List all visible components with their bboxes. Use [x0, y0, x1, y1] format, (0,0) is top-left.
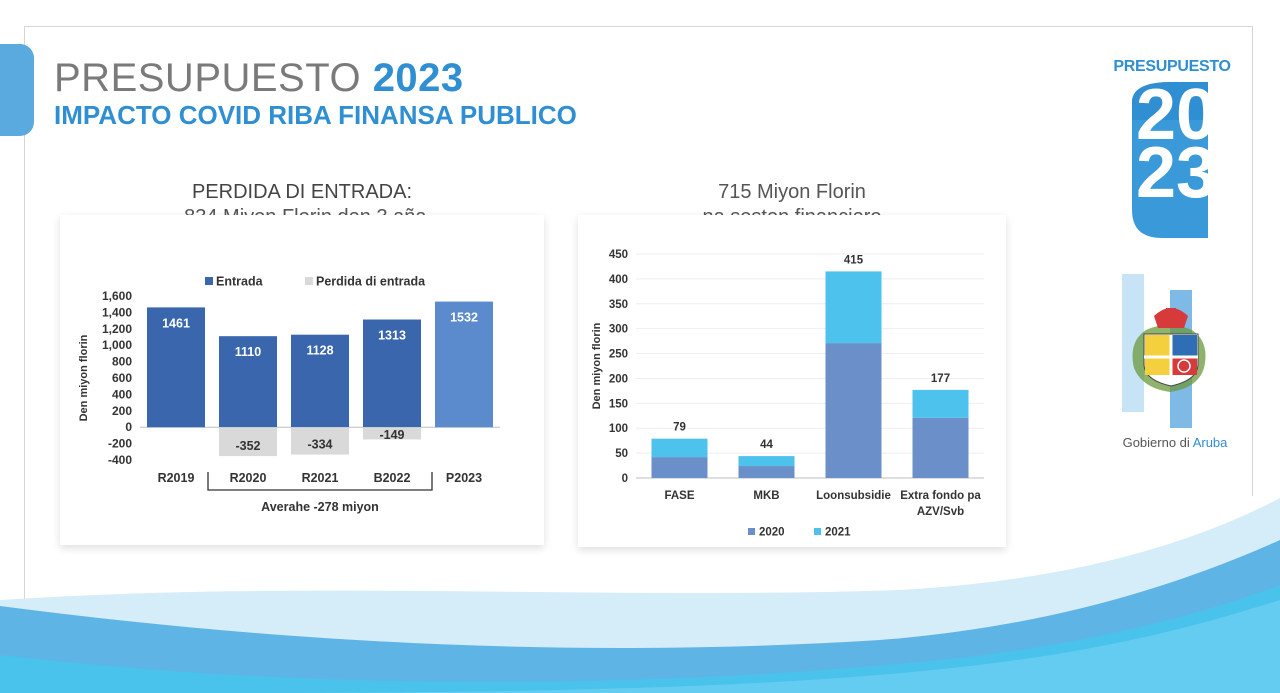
y-tick-label: -200 — [108, 437, 132, 451]
legend-label: Entrada — [216, 275, 264, 289]
y-tick-label: 1,000 — [102, 338, 132, 352]
y-tick-label: 200 — [609, 373, 628, 385]
frame-left-line — [24, 26, 25, 626]
bar-entrada — [147, 307, 205, 428]
y-axis-label: Den miyon florin — [591, 322, 603, 409]
bar-loss — [291, 427, 349, 455]
x-tick-label: R2020 — [230, 471, 267, 485]
y-tick-label: 200 — [112, 404, 132, 418]
bar-2021 — [912, 389, 969, 418]
right-chart-panel — [578, 215, 1006, 547]
legend-label: 2020 — [759, 527, 785, 539]
gov-name: Aruba — [1192, 435, 1228, 450]
side-tab — [0, 44, 34, 136]
bar-value-label: 1461 — [162, 316, 190, 330]
y-tick-label: 1,400 — [102, 305, 132, 319]
bar-entrada — [363, 319, 421, 428]
y-axis-label: Den miyon florin — [78, 334, 90, 421]
logo-word: PRESUPUESTO — [1113, 58, 1231, 75]
legend-label: 2021 — [825, 527, 851, 539]
bar-2020 — [825, 343, 882, 478]
bar-value-label: 1532 — [450, 311, 478, 325]
bar-total-label: 177 — [931, 373, 950, 385]
y-tick-label: 400 — [112, 387, 132, 401]
x-tick-label: AZV/Svb — [917, 506, 964, 518]
right-chart-title-line1: 715 Miyon Florin — [718, 181, 866, 203]
frame-right-line — [1252, 26, 1253, 496]
bar-total-label: 79 — [673, 422, 686, 434]
bar-value-label: 1128 — [306, 344, 333, 358]
y-tick-label: 0 — [622, 473, 628, 485]
y-tick-label: 800 — [112, 355, 132, 369]
logo-digits: 20 23 — [1126, 75, 1226, 213]
x-tick-label: P2023 — [446, 471, 482, 485]
presupuesto-logo: PRESUPUESTO 20 23 — [1108, 58, 1236, 243]
x-tick-label: MKB — [753, 490, 779, 502]
page-subtitle: IMPACTO COVID RIBA FINANSA PUBLICO — [54, 100, 577, 130]
bar-value-label: 1313 — [378, 329, 406, 343]
legend-swatch — [205, 277, 213, 285]
x-tick-label: Loonsubsidie — [816, 490, 891, 502]
y-tick-label: 350 — [609, 299, 628, 311]
bar-loss-label: -149 — [379, 428, 404, 442]
bar-entrada — [219, 336, 277, 428]
y-tick-label: 100 — [609, 423, 628, 435]
x-tick-label: FASE — [664, 490, 694, 502]
legend-swatch — [748, 528, 755, 535]
bar-entrada — [435, 301, 493, 428]
bar-2021 — [738, 456, 795, 467]
left-chart-title-line1: PERDIDA DI ENTRADA: — [191, 181, 413, 203]
gov-prefix: Gobierno di — [1122, 435, 1190, 450]
y-tick-label: 150 — [609, 398, 628, 410]
bar-total-label: 415 — [844, 254, 864, 266]
title-year: 2023 — [372, 56, 464, 100]
bar-entrada — [291, 334, 349, 428]
bracket — [207, 472, 433, 491]
page-title: PRESUPUESTO 2023 — [54, 55, 464, 101]
y-tick-label: -400 — [108, 453, 132, 467]
bar-loss — [219, 427, 277, 457]
x-tick-label: B2022 — [374, 471, 411, 485]
bar-total-label: 44 — [760, 439, 773, 451]
bar-loss-label: -352 — [235, 439, 260, 453]
bar-value-label: 1110 — [235, 345, 261, 359]
gobierno-di-aruba: Gobierno di Aruba — [1100, 435, 1250, 450]
y-tick-label: 1,600 — [102, 289, 132, 303]
x-tick-label: R2019 — [158, 471, 195, 485]
y-tick-label: 300 — [609, 324, 628, 336]
bar-2020 — [738, 466, 795, 478]
x-tick-label: R2021 — [302, 471, 339, 485]
legend-swatch — [305, 277, 313, 285]
frame-top-line — [24, 26, 1252, 27]
bracket-label: Averahe -278 miyon — [261, 500, 379, 514]
y-tick-label: 1,200 — [102, 322, 132, 336]
y-tick-label: 600 — [112, 371, 132, 385]
legend-label: Perdida di entrada — [316, 275, 426, 289]
bar-2020 — [651, 457, 708, 478]
x-tick-label: Extra fondo pa — [900, 490, 981, 502]
y-tick-label: 450 — [609, 249, 628, 261]
bar-loss — [363, 427, 421, 440]
logo-year-top: 20 — [1135, 75, 1217, 155]
bar-loss-label: -334 — [307, 438, 332, 452]
aruba-coat-of-arms — [1122, 274, 1206, 428]
logo-graphic — [1132, 82, 1208, 238]
y-tick-label: 0 — [125, 420, 132, 434]
legend-swatch — [814, 528, 821, 535]
bar-2021 — [825, 271, 882, 344]
title-word: PRESUPUESTO — [54, 56, 362, 100]
y-tick-label: 400 — [609, 274, 628, 286]
y-tick-label: 50 — [615, 448, 628, 460]
logo-year-bottom: 23 — [1135, 133, 1217, 213]
bar-2020 — [912, 417, 969, 478]
bar-2021 — [651, 438, 708, 458]
y-tick-label: 250 — [609, 349, 628, 361]
